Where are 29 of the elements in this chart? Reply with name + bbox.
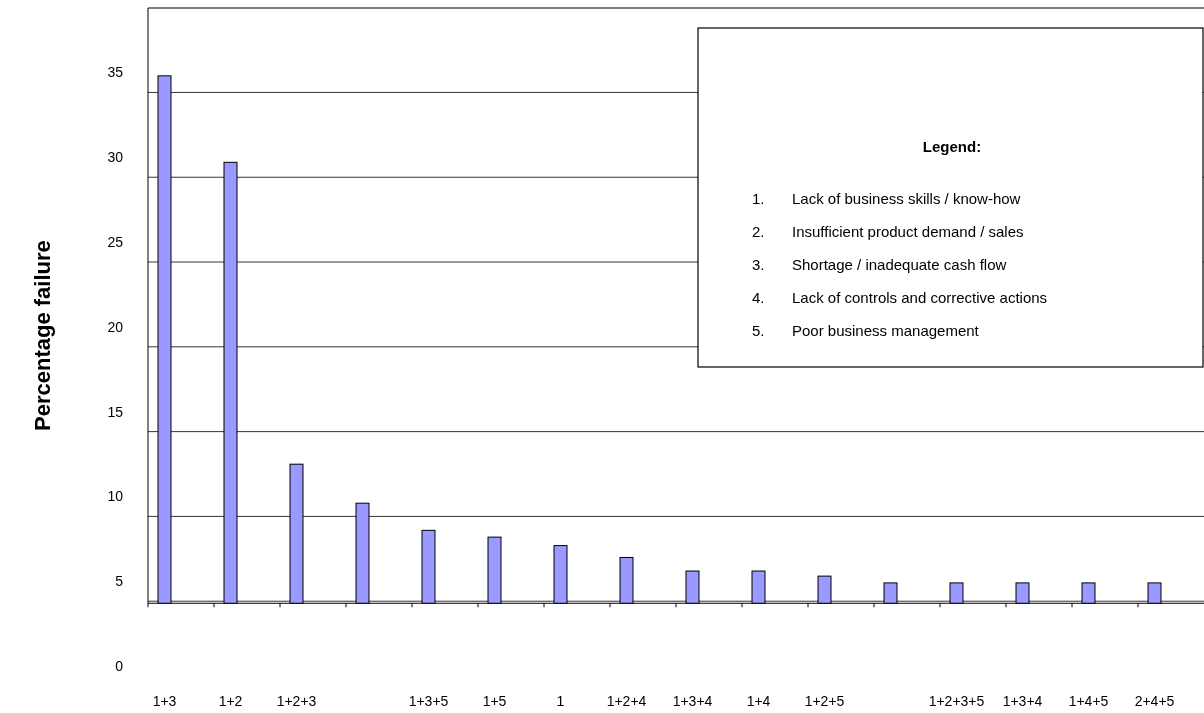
x-tick-label: 1+2	[218, 693, 243, 709]
x-tick-label: 1+3+4	[672, 693, 713, 709]
text: 5. Poor business management	[752, 322, 979, 339]
x-tick-label: 1+2+5	[804, 693, 845, 709]
x-tick-label: 1+2+3	[276, 693, 317, 709]
x-tick-label: 2+4+5	[1134, 693, 1175, 709]
y-tick-label: 25	[107, 233, 124, 250]
x-tick-label: 1	[556, 693, 565, 709]
x-tick-label: 1+3+5	[408, 693, 449, 709]
x-tick-label: 1+2+3+5	[928, 693, 985, 709]
y-tick-label: 5	[115, 573, 124, 590]
annotation: Legend:	[922, 138, 982, 155]
text: 1. Lack of business skills / know-how	[752, 190, 1021, 207]
x-tick-label: 1+3+4	[1002, 693, 1043, 709]
text: 4. Lack of controls and corrective actions	[752, 289, 1048, 306]
x-tick-label: 1+3	[152, 693, 177, 709]
y-tick-label: 20	[107, 318, 124, 335]
x-tick-label: 1+4+5	[1068, 693, 1109, 709]
text: 2. Insufficient product demand / sales	[752, 223, 1024, 240]
x-tick-label: 1+4	[746, 693, 771, 709]
y-tick-label: 35	[107, 64, 124, 81]
text: 3. Shortage / inadequate cash flow	[752, 256, 1007, 273]
y-axis-title: Percentage failure	[30, 240, 55, 431]
y-tick-label: 10	[107, 488, 124, 505]
y-tick-label: 15	[107, 403, 124, 420]
y-tick-label: 30	[107, 149, 124, 166]
x-tick-label: 1+5	[482, 693, 507, 709]
x-tick-label: 1+2+4	[606, 693, 647, 709]
y-tick-label: 0	[115, 657, 124, 674]
